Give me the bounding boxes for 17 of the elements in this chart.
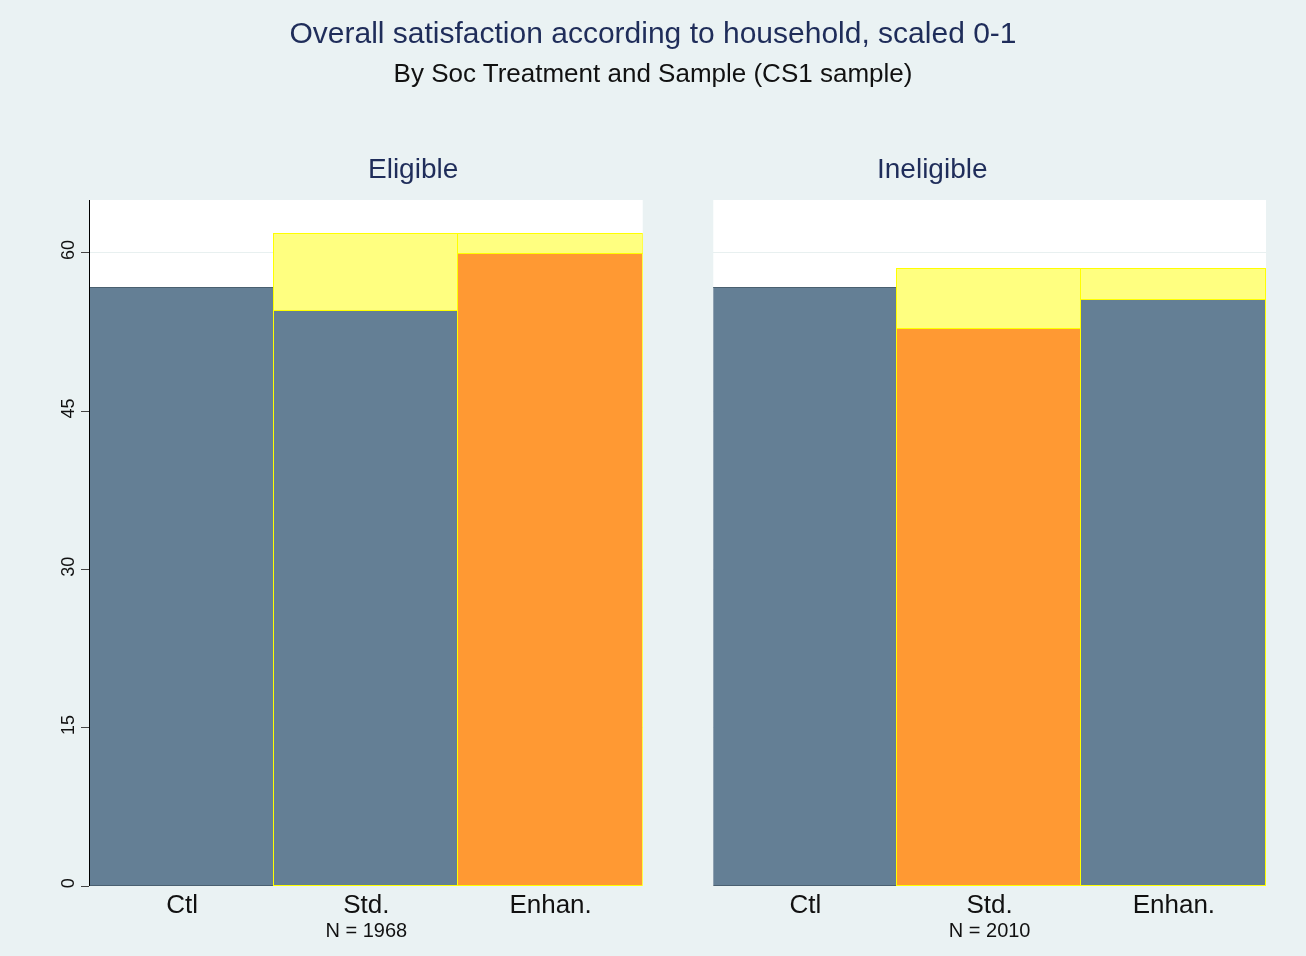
chart-subtitle: By Soc Treatment and Sample (CS1 sample)	[393, 58, 913, 89]
x-tick-label: Enhan.	[1132, 889, 1216, 919]
text: Eligible	[368, 153, 459, 184]
x-tick-label: Std.	[343, 889, 390, 919]
text: Ineligible	[877, 153, 988, 184]
x-tick-label: Ctl	[789, 889, 822, 919]
y-tick-label: 45	[57, 398, 78, 419]
y-tick-label: 30	[57, 556, 78, 577]
x-axis-title: N = 1968	[325, 919, 408, 941]
y-tick-label: 0	[57, 878, 78, 889]
x-tick-label: Std.	[966, 889, 1013, 919]
x-tick-label: Ctl	[166, 889, 199, 919]
chart-title: Overall satisfaction according to household, scaled 0-1	[289, 16, 1017, 50]
x-tick-label: Enhan.	[509, 889, 592, 919]
y-tick-label: 60	[57, 240, 78, 261]
x-axis-title: N = 2010	[948, 919, 1031, 941]
y-tick-label: 15	[57, 714, 78, 736]
